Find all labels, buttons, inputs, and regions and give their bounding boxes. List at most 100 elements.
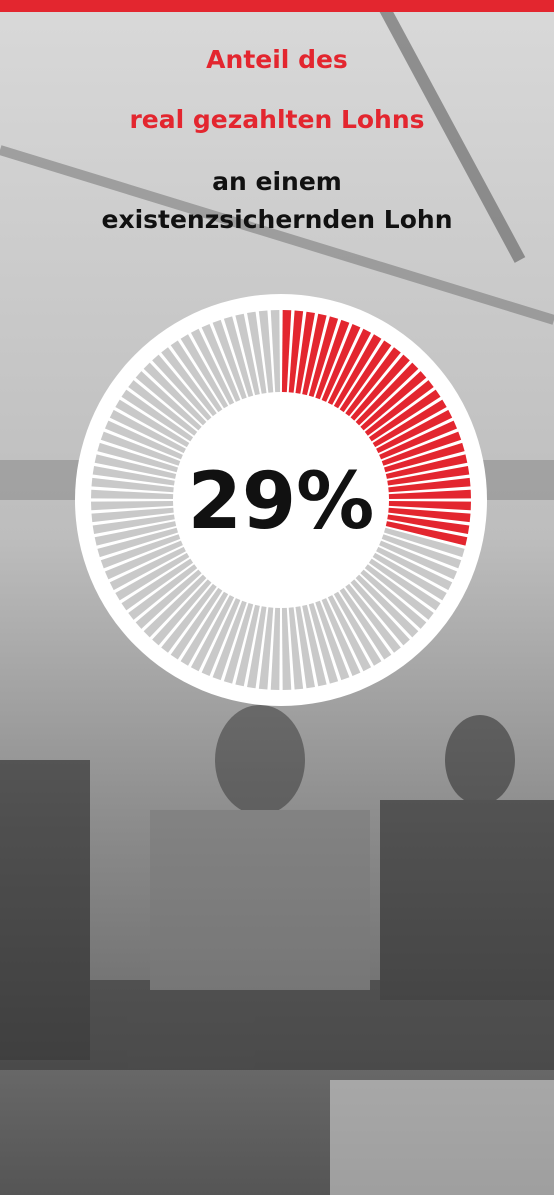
- donut-value-segment: [388, 489, 471, 500]
- title-line: existenzsichernden Lohn: [102, 205, 453, 234]
- donut-rest-segment: [190, 595, 235, 672]
- donut-rest-segment: [180, 591, 229, 666]
- donut-rest-segment: [104, 540, 183, 580]
- donut-rest-segment: [212, 600, 247, 681]
- donut-rest-segment: [109, 546, 186, 591]
- donut-value-segment: [368, 389, 441, 442]
- top-bar: [0, 0, 554, 12]
- donut-rest-segment: [315, 600, 350, 681]
- donut-rest-segment: [295, 606, 315, 689]
- donut-value-segment: [345, 347, 401, 417]
- donut-rest-segment: [345, 583, 401, 653]
- donut-rest-segment: [339, 587, 392, 660]
- donut-value-segment: [315, 319, 350, 400]
- donut-rest-segment: [321, 598, 361, 677]
- donut-value-segment: [327, 328, 372, 405]
- donut-rest-segment: [170, 340, 223, 413]
- donut-rest-segment: [223, 316, 254, 397]
- donut-rest-segment: [258, 310, 274, 393]
- donut-rest-segment: [91, 507, 174, 523]
- donut-rest-segment: [364, 564, 434, 620]
- donut-value-segment: [387, 514, 470, 534]
- donut-value-segment: [295, 311, 315, 394]
- donut-rest-segment: [100, 534, 181, 569]
- donut-rest-segment: [92, 466, 175, 486]
- donut-rest-segment: [94, 454, 177, 479]
- donut-rest-segment: [94, 521, 177, 546]
- donut-rest-segment: [143, 574, 207, 638]
- donut-rest-segment: [270, 310, 281, 393]
- donut-rest-segment: [161, 583, 217, 653]
- donut-rest-segment: [180, 334, 229, 409]
- donut-value-segment: [350, 354, 410, 421]
- donut-rest-segment: [91, 500, 174, 511]
- donut-rest-segment: [170, 587, 223, 660]
- donut-rest: [91, 310, 465, 690]
- donut-rest-segment: [350, 579, 410, 646]
- donut-rest-segment: [104, 420, 183, 460]
- center-value-label: 29%: [188, 457, 375, 547]
- donut-rest-segment: [379, 540, 458, 580]
- donut-value-segment: [333, 334, 382, 409]
- donut-value-segment: [381, 431, 462, 466]
- donut-value-segment: [384, 442, 465, 473]
- donut-rest-segment: [368, 558, 441, 611]
- donut-rest-segment: [302, 604, 327, 687]
- donut-value-segment: [308, 316, 339, 397]
- donut-value-segment: [385, 454, 468, 479]
- donut-rest-segment: [223, 603, 254, 684]
- donut-rest-segment: [115, 552, 190, 601]
- donut-rest-segment: [288, 607, 304, 690]
- donut-value-segment: [364, 380, 434, 436]
- donut-rest-segment: [201, 598, 241, 677]
- donut-rest-segment: [128, 564, 198, 620]
- donut-rest-segment: [128, 380, 198, 436]
- donut-rest-segment: [355, 574, 419, 638]
- donut-value-segment: [372, 399, 447, 448]
- donut-rest-segment: [270, 607, 281, 690]
- donut-rest-segment: [121, 558, 194, 611]
- donut-rest-segment: [97, 527, 178, 558]
- donut-value-segment: [388, 477, 471, 493]
- donut-rest-segment: [135, 371, 202, 431]
- title-line: an einem: [212, 167, 342, 196]
- donut-value-segment: [379, 420, 458, 460]
- donut-rest-segment: [143, 362, 207, 426]
- title-block: Anteil des real gezahlten Lohns an einem ex…: [102, 45, 453, 234]
- donut-rest-segment: [384, 527, 465, 558]
- donut-rest-segment: [235, 604, 260, 687]
- donut-value-segment: [288, 310, 304, 393]
- donut-value-segment: [388, 500, 471, 511]
- donut-rest-segment: [161, 347, 217, 417]
- donut-value-segment: [385, 521, 468, 546]
- donut-value-segment: [302, 313, 327, 396]
- donut: [91, 310, 471, 690]
- donut-rest-segment: [247, 606, 267, 689]
- donut-value-segment: [388, 507, 471, 523]
- donut-rest-segment: [190, 328, 235, 405]
- donut-value-segment: [355, 362, 419, 426]
- donut-rest-segment: [92, 514, 175, 534]
- donut-value-segment: [339, 340, 392, 413]
- donut-value-segment: [360, 371, 427, 431]
- donut-rest-segment: [212, 319, 247, 400]
- donut-rest-segment: [333, 591, 382, 666]
- donut-rest-segment: [152, 579, 212, 646]
- donut-rest-segment: [100, 431, 181, 466]
- donut-rest-segment: [109, 409, 186, 454]
- title-line: Anteil des: [206, 45, 348, 74]
- donut-rest-segment: [360, 569, 427, 629]
- donut-rest-segment: [91, 477, 174, 493]
- donut-rest-segment: [258, 607, 274, 690]
- donut-value-segment: [387, 466, 470, 486]
- donut-rest-segment: [372, 552, 447, 601]
- donut-rest-segment: [152, 354, 212, 421]
- donut-rest-segment: [376, 546, 453, 591]
- donut-rest-segment: [281, 607, 292, 690]
- donut-value-segment: [321, 323, 361, 402]
- donut-value: [281, 310, 471, 546]
- donut-rest-segment: [135, 569, 202, 629]
- donut-rest-segment: [247, 311, 267, 394]
